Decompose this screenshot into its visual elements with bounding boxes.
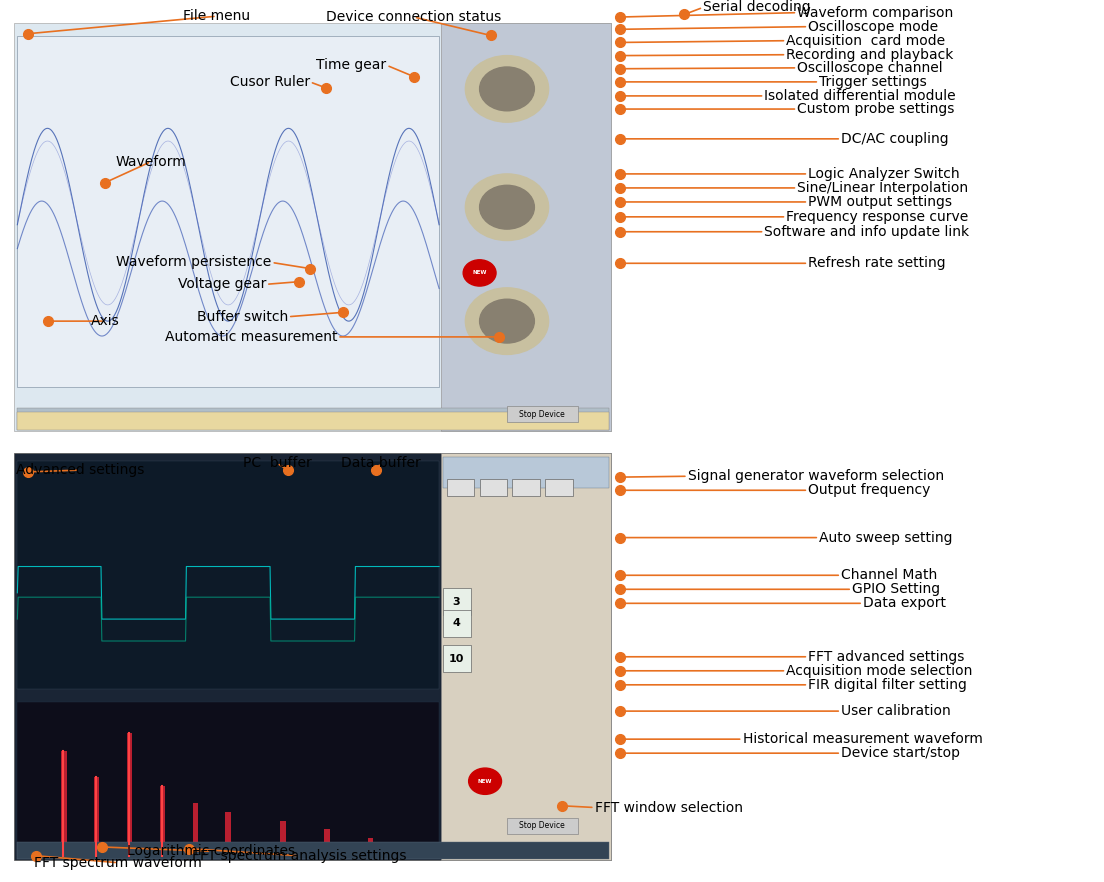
Text: Trigger settings: Trigger settings (819, 75, 927, 89)
Text: FFT spectrum waveform: FFT spectrum waveform (34, 856, 202, 870)
Bar (444, 457, 609, 488)
Text: Stop Device: Stop Device (519, 409, 565, 419)
Text: User calibration: User calibration (841, 704, 951, 718)
Text: Oscilloscope mode: Oscilloscope mode (808, 19, 938, 34)
Text: 4: 4 (453, 618, 460, 629)
Text: Data export: Data export (863, 596, 946, 610)
Text: Waveform: Waveform (116, 154, 187, 168)
Bar (507, 406, 578, 422)
Bar (444, 588, 470, 615)
Text: Voltage gear: Voltage gear (178, 277, 266, 291)
Circle shape (469, 768, 501, 795)
Bar (192, 804, 198, 856)
Bar (18, 461, 439, 689)
Bar (18, 412, 609, 430)
Text: Output frequency: Output frequency (808, 483, 931, 497)
Circle shape (466, 288, 549, 355)
Bar (368, 838, 373, 856)
Text: Refresh rate setting: Refresh rate setting (808, 257, 946, 270)
Text: Software and info update link: Software and info update link (764, 225, 969, 239)
Bar (18, 702, 439, 856)
Text: Device connection status: Device connection status (327, 10, 501, 24)
Bar (444, 610, 470, 637)
Text: Axis: Axis (91, 314, 119, 328)
Text: Frequency response curve: Frequency response curve (786, 210, 968, 224)
Circle shape (466, 56, 549, 123)
Bar (18, 841, 609, 859)
Bar (18, 36, 439, 387)
Text: Acquisition  card mode: Acquisition card mode (786, 34, 945, 48)
Text: Advanced settings: Advanced settings (15, 463, 144, 477)
Bar (512, 479, 540, 497)
Text: Time gear: Time gear (317, 58, 386, 72)
Text: Waveform comparison: Waveform comparison (797, 5, 954, 19)
Bar (280, 820, 286, 856)
Bar (18, 407, 609, 430)
Text: Channel Math: Channel Math (841, 568, 937, 582)
Text: Cusor Ruler: Cusor Ruler (230, 75, 310, 89)
Bar (442, 23, 611, 430)
Text: Signal generator waveform selection: Signal generator waveform selection (688, 469, 944, 483)
Text: GPIO Setting: GPIO Setting (852, 582, 941, 596)
Bar (447, 479, 474, 497)
Text: Sine/Linear Interpolation: Sine/Linear Interpolation (797, 181, 968, 195)
Bar (127, 733, 132, 856)
Bar (94, 777, 99, 856)
Bar (225, 812, 231, 856)
Circle shape (479, 67, 534, 111)
Text: 3: 3 (453, 596, 460, 607)
Text: PC  buffer: PC buffer (243, 456, 311, 470)
Bar (14, 452, 611, 860)
Text: FFT window selection: FFT window selection (595, 801, 743, 814)
Text: Data buffer: Data buffer (341, 456, 421, 470)
Text: Oscilloscope channel: Oscilloscope channel (797, 61, 943, 75)
Text: DC/AC coupling: DC/AC coupling (841, 131, 948, 146)
Bar (444, 646, 470, 672)
Bar (507, 818, 578, 833)
Text: Recording and playback: Recording and playback (786, 48, 954, 62)
Text: FFT advanced settings: FFT advanced settings (808, 650, 965, 664)
Bar (160, 786, 166, 856)
Bar (14, 23, 611, 430)
Circle shape (464, 260, 496, 286)
Text: Logarithmic coordinates: Logarithmic coordinates (127, 844, 295, 858)
Circle shape (466, 174, 549, 241)
Text: File menu: File menu (183, 9, 251, 23)
Bar (325, 829, 329, 856)
Circle shape (479, 185, 534, 229)
Text: Buffer switch: Buffer switch (197, 310, 288, 324)
Text: Device start/stop: Device start/stop (841, 746, 960, 760)
Text: Automatic measurement: Automatic measurement (164, 330, 337, 344)
Text: 10: 10 (449, 654, 465, 663)
Text: Serial decoding: Serial decoding (703, 0, 810, 14)
Text: Auto sweep setting: Auto sweep setting (819, 531, 953, 544)
Bar (61, 751, 66, 856)
Text: Logic Analyzer Switch: Logic Analyzer Switch (808, 167, 959, 181)
Circle shape (479, 299, 534, 343)
Text: FIR digital filter setting: FIR digital filter setting (808, 678, 967, 691)
Text: Historical measurement waveform: Historical measurement waveform (743, 732, 983, 746)
Text: NEW: NEW (473, 271, 487, 275)
Text: Isolated differential module: Isolated differential module (764, 89, 956, 103)
Text: FFT spectrum analysis settings: FFT spectrum analysis settings (192, 848, 406, 863)
Text: Acquisition mode selection: Acquisition mode selection (786, 664, 973, 677)
Bar (479, 479, 507, 497)
Bar (545, 479, 573, 497)
Text: Waveform persistence: Waveform persistence (116, 256, 272, 269)
Text: NEW: NEW (478, 779, 492, 784)
Text: Custom probe settings: Custom probe settings (797, 102, 955, 116)
Text: PWM output settings: PWM output settings (808, 195, 953, 209)
Bar (442, 452, 611, 860)
Text: Stop Device: Stop Device (519, 821, 565, 831)
